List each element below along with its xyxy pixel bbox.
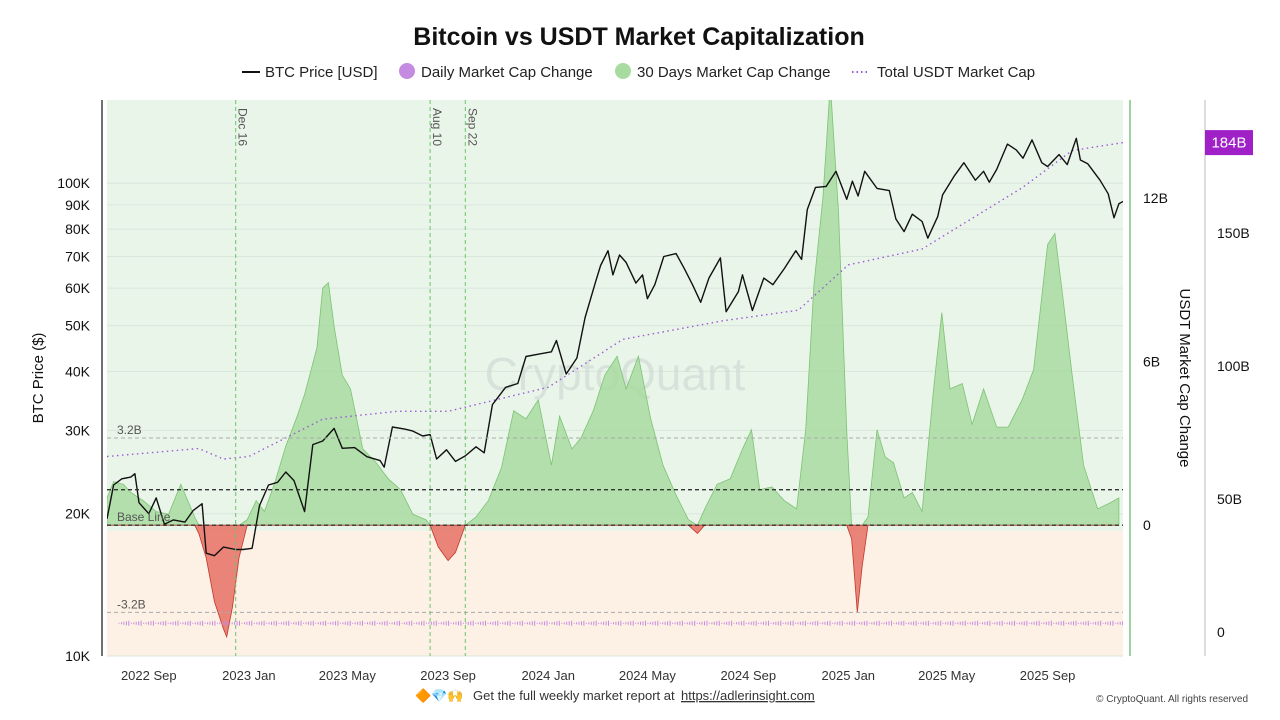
vertical-marker-label: Sep 22: [465, 108, 479, 146]
legend-label-btc: BTC Price [USD]: [265, 64, 378, 81]
x-tick-label: 2024 May: [619, 668, 677, 683]
y-left-tick-label: 20K: [65, 506, 91, 522]
y-right-tick-label: 150B: [1217, 225, 1250, 241]
y-right-tick-label: 50B: [1217, 491, 1242, 507]
x-tick-label: 2023 Jan: [222, 668, 276, 683]
y-left-tick-label: 60K: [65, 280, 91, 296]
daily-change-marks: [118, 620, 1123, 626]
vertical-marker-label: Dec 16: [236, 108, 250, 146]
reference-lines: 3.2B Base Line -3.2B: [107, 423, 1123, 613]
y-mid-tick-label: 12B: [1143, 190, 1168, 206]
y-mid-title: USDT Market Cap Change: [1176, 289, 1193, 468]
x-tick-label: 2025 Jan: [822, 668, 876, 683]
x-tick-label: 2025 May: [918, 668, 976, 683]
legend-label-usdt: Total USDT Market Cap: [877, 64, 1035, 81]
y-left-tick-label: 50K: [65, 318, 91, 334]
y-right-ticks: 0 50B 100B 150B: [1217, 225, 1250, 640]
x-tick-label: 2023 May: [319, 668, 377, 683]
y-left-tick-label: 80K: [65, 221, 91, 237]
plot-bg-negative: [107, 531, 1123, 656]
y-left-tick-label: 10K: [65, 648, 91, 664]
usdt-current-badge: 184B: [1205, 130, 1253, 156]
reference-line-label: 3.2B: [117, 423, 142, 437]
x-tick-label: 2024 Jan: [521, 668, 575, 683]
y-left-tick-label: 100K: [57, 175, 90, 191]
vertical-marker-label: Aug 10: [430, 108, 444, 146]
y-mid-tick-label: 6B: [1143, 354, 1160, 370]
gridlines: [107, 182, 1123, 657]
x-ticks: 2022 Sep 2023 Jan 2023 May 2023 Sep 2024 Jan…: [121, 668, 1075, 683]
y-left-title: BTC Price ($): [30, 333, 47, 424]
y-right-tick-label: 100B: [1217, 358, 1250, 374]
y-right-tick-label: 0: [1217, 624, 1225, 640]
x-tick-label: 2023 Sep: [420, 668, 476, 683]
reference-line-label: Base Line: [117, 510, 171, 524]
y-left-tick-label: 40K: [65, 363, 91, 379]
y-left-ticks: 10K 20K 30K 40K 50K 60K 70K 80K 90K 100K: [57, 175, 90, 664]
legend-dot-30d: [615, 63, 631, 79]
y-left-tick-label: 70K: [65, 249, 91, 265]
btc-price-line: [107, 137, 1123, 557]
legend-label-daily: Daily Market Cap Change: [421, 64, 593, 81]
legend-dot-daily: [399, 63, 415, 79]
x-tick-label: 2025 Sep: [1020, 668, 1076, 683]
usdt-mcap-line: [107, 141, 1123, 460]
30d-change-positive-area: [107, 100, 1120, 526]
y-left-tick-label: 90K: [65, 197, 91, 213]
x-tick-label: 2024 Sep: [720, 668, 776, 683]
footer-link[interactable]: https://adlerinsight.com: [681, 688, 815, 703]
x-tick-label: 2022 Sep: [121, 668, 177, 683]
y-mid-tick-label: 0: [1143, 517, 1151, 533]
legend-label-30d: 30 Days Market Cap Change: [637, 64, 830, 81]
chart-title: Bitcoin vs USDT Market Capitalization: [413, 23, 864, 51]
footer-text: Get the full weekly market report at: [473, 688, 675, 703]
svg-text:184B: 184B: [1211, 135, 1246, 152]
vertical-markers: Dec 16 Aug 10 Sep 22: [235, 100, 479, 656]
y-left-tick-label: 30K: [65, 422, 91, 438]
reference-line-label: -3.2B: [117, 597, 146, 611]
legend[interactable]: BTC Price [USD] Daily Market Cap Change …: [242, 63, 1035, 81]
footer-emoji: 🔶💎🙌: [415, 688, 464, 703]
y-mid-ticks: 0 6B 12B: [1143, 190, 1168, 533]
copyright: © CryptoQuant. All rights reserved: [1096, 694, 1248, 705]
